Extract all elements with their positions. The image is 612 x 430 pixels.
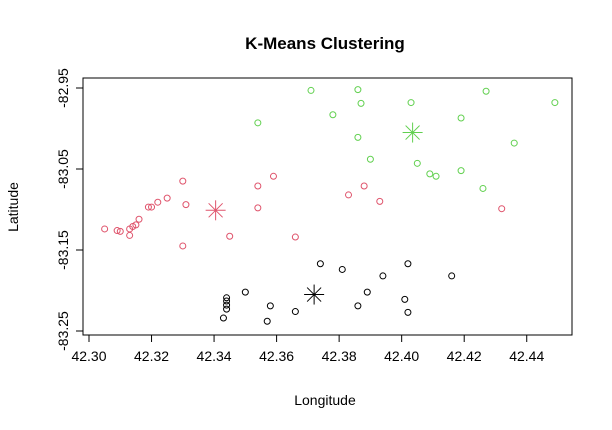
data-point	[376, 197, 384, 205]
data-point	[219, 314, 227, 322]
data-point	[407, 99, 415, 107]
data-point	[354, 133, 362, 141]
center-marker-d2	[405, 125, 420, 140]
y-axis-label: Latitude	[5, 182, 21, 232]
cluster-center-marker	[304, 284, 325, 305]
data-point	[482, 87, 490, 95]
data-point	[457, 167, 465, 175]
x-tick-label: 42.42	[447, 348, 482, 364]
x-tick-label: 42.44	[509, 348, 544, 364]
data-point	[426, 170, 434, 178]
cluster-center-marker	[402, 122, 423, 143]
data-point	[510, 139, 518, 147]
data-point	[307, 86, 315, 94]
data-point	[254, 182, 262, 190]
data-point	[357, 99, 365, 107]
data-point	[316, 260, 324, 268]
y-tick-label: -82.95	[55, 68, 71, 108]
data-point	[113, 227, 121, 235]
x-axis: 42.30 42.32 42.34 42.36 42.38 42.40 42.42 42.44	[71, 334, 544, 364]
data-point	[254, 204, 262, 212]
centers-layer	[205, 122, 423, 305]
data-point	[338, 265, 346, 273]
x-tick-label: 42.32	[134, 348, 169, 364]
data-point	[291, 308, 299, 316]
x-tick-label: 42.40	[384, 348, 419, 364]
data-point	[404, 260, 412, 268]
x-tick-label: 42.38	[322, 348, 357, 364]
data-point	[179, 242, 187, 250]
data-point	[116, 227, 124, 235]
data-point	[379, 272, 387, 280]
data-point	[132, 221, 140, 229]
data-point	[360, 182, 368, 190]
data-point	[144, 203, 152, 211]
y-tick-label: -83.05	[55, 149, 71, 189]
x-tick-label: 42.30	[71, 348, 106, 364]
data-point	[263, 317, 271, 325]
data-point	[226, 232, 234, 240]
data-point	[269, 172, 277, 180]
center-marker-d2	[208, 202, 223, 218]
data-point	[182, 201, 190, 209]
data-point	[154, 198, 162, 206]
x-tick-label: 42.36	[259, 348, 294, 364]
data-point	[223, 305, 231, 313]
x-axis-label: Longitude	[294, 392, 356, 408]
data-point	[291, 233, 299, 241]
data-point	[126, 231, 134, 239]
data-point	[223, 297, 231, 305]
data-point	[413, 159, 421, 167]
x-tick-label: 42.34	[197, 348, 232, 364]
data-point	[354, 302, 362, 310]
data-point	[101, 225, 109, 233]
data-point	[163, 194, 171, 202]
data-point	[479, 184, 487, 192]
data-point	[254, 119, 262, 127]
data-point	[266, 302, 274, 310]
plot-area-frame	[82, 77, 573, 336]
data-point	[551, 99, 559, 107]
data-point	[148, 203, 156, 211]
data-point	[345, 191, 353, 199]
y-tick-label: -83.15	[55, 230, 71, 270]
data-point	[498, 205, 506, 213]
data-point	[404, 308, 412, 316]
data-point	[448, 272, 456, 280]
data-point	[223, 301, 231, 309]
data-point	[401, 295, 409, 303]
data-point	[241, 288, 249, 296]
data-point	[135, 215, 143, 223]
data-point	[366, 155, 374, 163]
data-point	[354, 86, 362, 94]
center-marker-d2	[306, 287, 322, 302]
data-point	[363, 288, 371, 296]
cluster-center-marker	[205, 200, 226, 221]
y-tick-label: -83.25	[55, 311, 71, 351]
points-layer	[101, 86, 559, 325]
data-point	[457, 114, 465, 122]
data-point	[329, 111, 337, 119]
y-axis: -83.25 -83.15 -83.05 -82.95	[55, 68, 84, 351]
data-point	[223, 294, 231, 302]
data-point	[179, 177, 187, 185]
data-point	[432, 172, 440, 180]
chart-title: K-Means Clustering	[245, 34, 405, 53]
